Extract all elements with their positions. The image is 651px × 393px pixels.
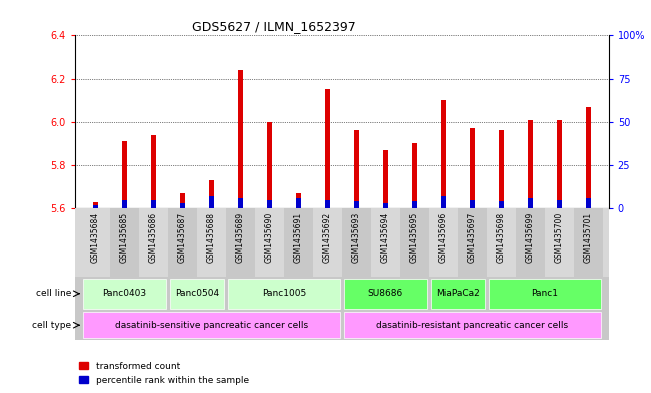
- Bar: [342, 208, 371, 277]
- Bar: [92, 205, 98, 208]
- Bar: [267, 122, 272, 208]
- Bar: [344, 312, 601, 338]
- Bar: [516, 208, 545, 277]
- Text: GSM1435693: GSM1435693: [352, 212, 361, 263]
- Text: GSM1435698: GSM1435698: [497, 212, 506, 263]
- Text: GSM1435688: GSM1435688: [207, 212, 215, 263]
- Text: GSM1435689: GSM1435689: [236, 212, 245, 263]
- Bar: [325, 90, 330, 208]
- Bar: [353, 130, 359, 208]
- Bar: [458, 208, 487, 277]
- Bar: [470, 129, 475, 208]
- Bar: [499, 130, 504, 208]
- Bar: [180, 203, 185, 208]
- Bar: [284, 208, 312, 277]
- Text: dasatinib-resistant pancreatic cancer cells: dasatinib-resistant pancreatic cancer ce…: [376, 321, 568, 330]
- Bar: [92, 202, 98, 208]
- Bar: [228, 279, 340, 309]
- Bar: [296, 193, 301, 208]
- Text: GSM1435700: GSM1435700: [555, 212, 564, 263]
- Text: SU8686: SU8686: [368, 289, 403, 298]
- Bar: [109, 208, 139, 277]
- Bar: [441, 196, 446, 208]
- Text: GSM1435684: GSM1435684: [90, 212, 100, 263]
- Text: GDS5627 / ILMN_1652397: GDS5627 / ILMN_1652397: [191, 20, 355, 33]
- Bar: [441, 100, 446, 208]
- Bar: [429, 208, 458, 277]
- Bar: [586, 107, 591, 208]
- Bar: [83, 279, 165, 309]
- Text: MiaPaCa2: MiaPaCa2: [436, 289, 480, 298]
- Bar: [487, 208, 516, 277]
- Bar: [325, 200, 330, 208]
- Bar: [586, 198, 591, 208]
- Text: GSM1435694: GSM1435694: [381, 212, 390, 263]
- Text: GSM1435690: GSM1435690: [265, 212, 273, 263]
- Bar: [83, 312, 340, 338]
- Bar: [267, 200, 272, 208]
- Bar: [353, 201, 359, 208]
- Bar: [470, 200, 475, 208]
- Bar: [344, 279, 427, 309]
- Text: GSM1435697: GSM1435697: [468, 212, 477, 263]
- Text: GSM1435696: GSM1435696: [439, 212, 448, 263]
- Bar: [150, 135, 156, 208]
- Bar: [383, 203, 388, 208]
- Text: dasatinib-sensitive pancreatic cancer cells: dasatinib-sensitive pancreatic cancer ce…: [115, 321, 308, 330]
- Text: GSM1435695: GSM1435695: [410, 212, 419, 263]
- Bar: [81, 208, 109, 277]
- Text: GSM1435701: GSM1435701: [584, 212, 593, 263]
- Bar: [170, 279, 224, 309]
- Bar: [197, 208, 226, 277]
- Bar: [411, 143, 417, 208]
- Bar: [431, 279, 485, 309]
- Bar: [371, 208, 400, 277]
- Bar: [528, 120, 533, 208]
- Bar: [499, 201, 504, 208]
- Bar: [296, 198, 301, 208]
- Bar: [238, 70, 243, 208]
- Text: cell line: cell line: [36, 289, 72, 298]
- Bar: [489, 279, 601, 309]
- Text: GSM1435685: GSM1435685: [120, 212, 129, 263]
- Text: GSM1435691: GSM1435691: [294, 212, 303, 263]
- Bar: [208, 180, 214, 208]
- Text: Panc0504: Panc0504: [174, 289, 219, 298]
- Bar: [122, 141, 127, 208]
- Bar: [574, 208, 603, 277]
- Text: Panc0403: Panc0403: [102, 289, 146, 298]
- Bar: [150, 200, 156, 208]
- Bar: [226, 208, 255, 277]
- Text: cell type: cell type: [33, 321, 72, 330]
- Text: GSM1435686: GSM1435686: [148, 212, 158, 263]
- Bar: [255, 208, 284, 277]
- Text: GSM1435692: GSM1435692: [323, 212, 332, 263]
- Text: GSM1435699: GSM1435699: [526, 212, 535, 263]
- Bar: [528, 198, 533, 208]
- Bar: [168, 208, 197, 277]
- Text: GSM1435687: GSM1435687: [178, 212, 187, 263]
- Legend: transformed count, percentile rank within the sample: transformed count, percentile rank withi…: [79, 362, 249, 385]
- Text: Panc1005: Panc1005: [262, 289, 306, 298]
- Bar: [238, 198, 243, 208]
- Bar: [180, 193, 185, 208]
- Bar: [557, 200, 562, 208]
- Bar: [312, 208, 342, 277]
- Bar: [383, 150, 388, 208]
- Text: Panc1: Panc1: [531, 289, 559, 298]
- Bar: [208, 196, 214, 208]
- Bar: [411, 201, 417, 208]
- Bar: [545, 208, 574, 277]
- Bar: [139, 208, 168, 277]
- Bar: [400, 208, 429, 277]
- Bar: [122, 200, 127, 208]
- Bar: [557, 120, 562, 208]
